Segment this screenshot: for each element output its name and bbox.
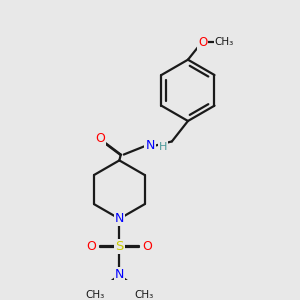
Text: CH₃: CH₃ [134, 290, 154, 300]
Text: O: O [95, 132, 105, 145]
Text: N: N [115, 268, 124, 281]
Text: N: N [115, 212, 124, 225]
Text: S: S [115, 240, 124, 253]
Text: N: N [145, 139, 155, 152]
Text: H: H [159, 142, 167, 152]
Text: O: O [87, 240, 97, 253]
Text: CH₃: CH₃ [215, 37, 234, 47]
Text: O: O [198, 36, 207, 49]
Text: CH₃: CH₃ [85, 290, 104, 300]
Text: O: O [142, 240, 152, 253]
